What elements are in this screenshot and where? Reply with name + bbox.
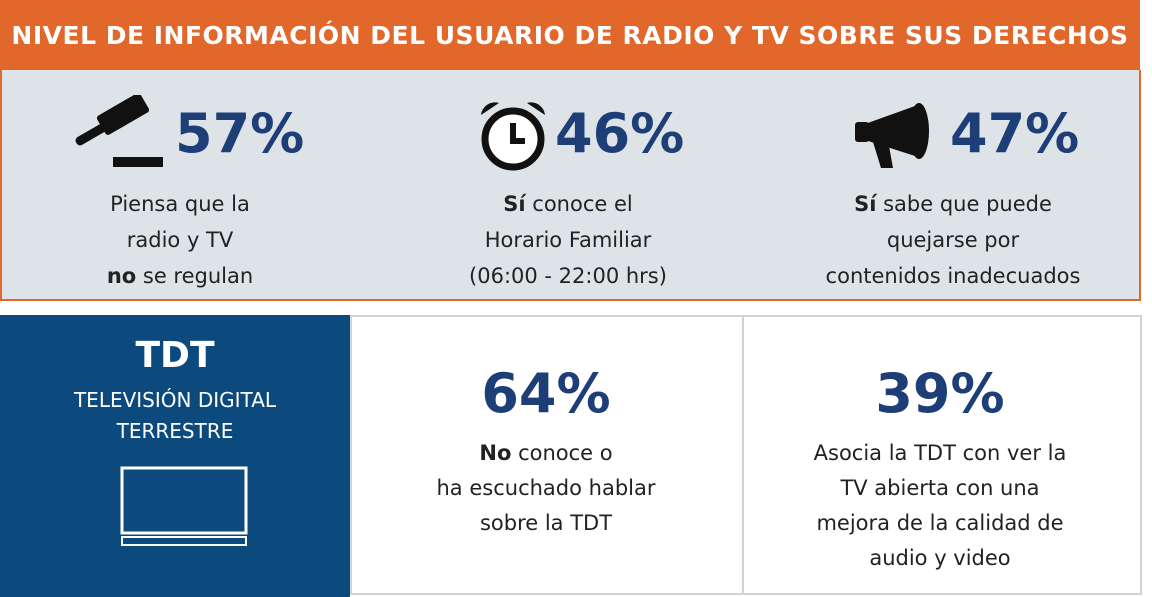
description-line: No conoce o (356, 441, 736, 465)
description-text: contenidos inadecuados (825, 264, 1081, 288)
description-text: Piensa que la (110, 192, 250, 216)
emphasis: Sí (503, 192, 526, 216)
tdt-title: TDT (135, 335, 215, 376)
description-line: TV abierta con una (750, 476, 1130, 500)
description-text: conoce o (518, 441, 613, 465)
description-text: audio y video (869, 546, 1011, 570)
description-line: Piensa que la (0, 192, 370, 216)
description-line: audio y video (750, 546, 1130, 570)
description-text: Horario Familiar (484, 228, 652, 252)
percentage: 64% (481, 362, 611, 425)
description-text: ha escuchado hablar (436, 476, 656, 500)
emphasis: No (479, 441, 512, 465)
tv-icon (120, 466, 248, 546)
clock-icon (481, 102, 545, 171)
description-line: quejarse por (763, 228, 1143, 252)
description-text: mejora de la calidad de (816, 511, 1064, 535)
description-text: Asocia la TDT con ver la (813, 441, 1067, 465)
emphasis: no (106, 264, 137, 288)
tdt-subtitle: TELEVISIÓN DIGITAL (73, 388, 277, 412)
description-line: Horario Familiar (378, 228, 758, 252)
tdt-box (0, 315, 350, 597)
description-text: radio y TV (126, 228, 234, 252)
description-text: sobre la TDT (479, 511, 613, 535)
percentage: 57% (175, 102, 305, 165)
description-text: TV abierta con una (840, 476, 1040, 500)
description-text: quejarse por (886, 228, 1020, 252)
description-line: (06:00 - 22:00 hrs) (378, 264, 758, 288)
megaphone-icon (855, 103, 929, 168)
description-line: sobre la TDT (356, 511, 736, 535)
gavel-icon (75, 95, 163, 167)
header-title: NIVEL DE INFORMACIÓN DEL USUARIO DE RADI… (0, 0, 1140, 70)
rights-panel (0, 70, 1141, 301)
description-line: Sí conoce el (378, 192, 758, 216)
description-line: no se regulan (0, 264, 370, 288)
description-text: conoce el (532, 192, 633, 216)
tdt-subtitle: TERRESTRE (116, 419, 234, 443)
description-text: (06:00 - 22:00 hrs) (469, 264, 667, 288)
description-line: radio y TV (0, 228, 370, 252)
emphasis: Sí (854, 192, 877, 216)
description-text: se regulan (142, 264, 254, 288)
description-line: Sí sabe que puede (763, 192, 1143, 216)
percentage: 46% (555, 102, 685, 165)
tdt-panel (350, 315, 744, 595)
description-line: mejora de la calidad de (750, 511, 1130, 535)
description-line: contenidos inadecuados (763, 264, 1143, 288)
description-text: sabe que puede (883, 192, 1052, 216)
description-line: ha escuchado hablar (356, 476, 736, 500)
percentage: 47% (950, 102, 1080, 165)
description-line: Asocia la TDT con ver la (750, 441, 1130, 465)
percentage: 39% (875, 362, 1005, 425)
tdt-panel (742, 315, 1142, 595)
